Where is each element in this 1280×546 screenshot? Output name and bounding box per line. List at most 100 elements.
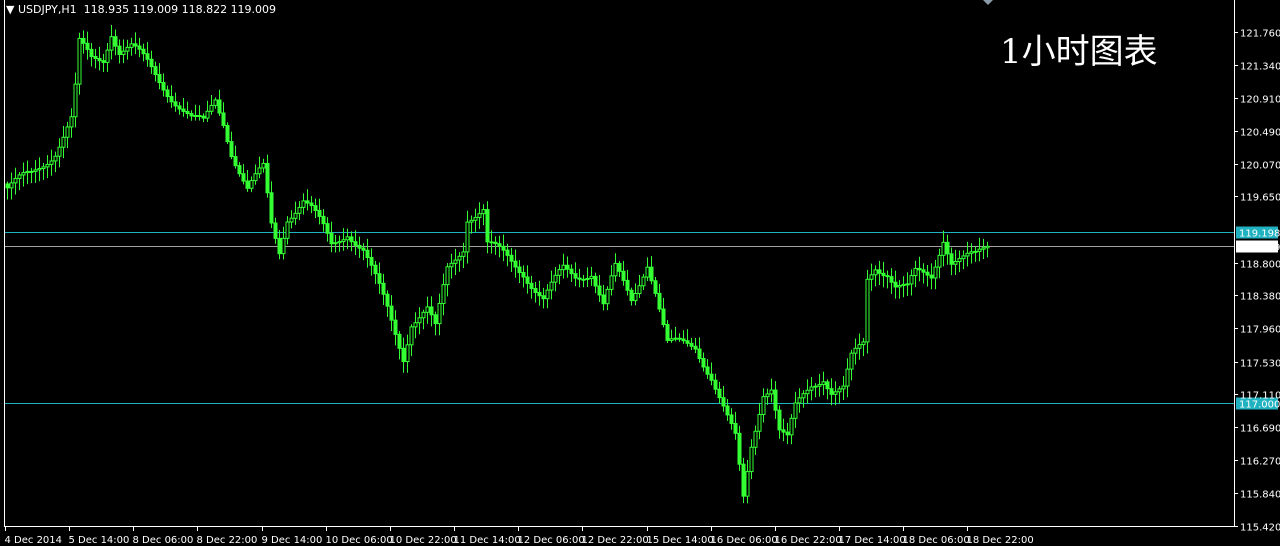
candle-body (181, 108, 186, 112)
level-label: 117.000 (1239, 400, 1280, 411)
candle-body (173, 101, 178, 107)
candle-body (801, 393, 806, 399)
candle-body (549, 281, 554, 291)
candle-body (205, 110, 210, 119)
candle-body (773, 389, 778, 411)
candle-body (497, 243, 502, 247)
candle-body (397, 333, 402, 349)
candle-body (309, 202, 314, 207)
candle-body (329, 232, 334, 245)
candle-body (305, 200, 310, 204)
candle-body (233, 156, 238, 167)
candle-body (753, 430, 758, 448)
candle-body (277, 237, 282, 255)
candle-body (97, 58, 102, 62)
candle-body (641, 276, 646, 287)
candle-body (41, 166, 46, 170)
time-tick-label: 18 Dec 22:00 (967, 535, 1034, 546)
candle-body (865, 278, 870, 343)
candle-body (57, 146, 62, 157)
candle-body (737, 432, 742, 465)
candle-body (569, 268, 574, 275)
candle-body (161, 82, 166, 91)
candle-body (649, 266, 654, 282)
candle-body (821, 381, 826, 386)
candle-body (877, 269, 882, 274)
candle-body (49, 160, 54, 165)
candle-body (809, 386, 814, 391)
last-price-label: 119.009 (1239, 243, 1280, 254)
time-tick-label: 15 Dec 14:00 (647, 535, 714, 546)
candle-body (933, 266, 938, 279)
candle-body (77, 37, 82, 85)
symbol-label: USDJPY,H1 (17, 3, 77, 16)
candle-body (501, 245, 506, 251)
candle-body (225, 124, 230, 143)
candle-body (133, 43, 138, 47)
candle-body (985, 245, 990, 249)
candle-body (413, 322, 418, 328)
candle-body (353, 241, 358, 246)
candle-body (357, 244, 362, 249)
candle-body (453, 259, 458, 264)
time-tick-label: 4 Dec 2014 (5, 535, 63, 546)
candle-body (705, 366, 710, 375)
time-tick-label: 12 Dec 06:00 (518, 535, 585, 546)
candle-body (293, 212, 298, 219)
chart-shift-marker-icon[interactable] (983, 0, 993, 5)
candle-body (189, 113, 194, 117)
time-tick-label: 10 Dec 06:00 (326, 535, 393, 546)
time-tick-label: 10 Dec 22:00 (390, 535, 457, 546)
price-tick-label: 117.530 (1240, 359, 1280, 370)
time-tick-label: 12 Dec 22:00 (582, 535, 649, 546)
candle-body (525, 276, 530, 284)
time-tick-label: 5 Dec 14:00 (69, 535, 130, 546)
candles (5, 24, 990, 504)
candle-body (349, 236, 354, 243)
candle-body (113, 36, 118, 47)
candle-body (9, 182, 14, 189)
candle-body (153, 66, 158, 76)
candle-body (197, 115, 202, 118)
candle-body (637, 285, 642, 294)
price-tick-label: 120.490 (1240, 128, 1280, 139)
candle-body (981, 247, 986, 250)
candle-body (905, 283, 910, 286)
candle-body (321, 215, 326, 225)
candle-body (69, 116, 74, 128)
price-tick-label: 118.800 (1240, 260, 1280, 271)
candle-body (117, 45, 122, 55)
candle-body (645, 266, 650, 278)
candle-body (281, 237, 286, 255)
candle-body (661, 308, 666, 326)
candle-body (381, 282, 386, 295)
candle-body (457, 255, 462, 261)
price-tick-label: 115.840 (1240, 490, 1280, 501)
candle-body (489, 241, 494, 244)
candle-body (73, 83, 78, 118)
candle-body (881, 272, 886, 277)
candle-body (145, 53, 150, 60)
price-tick-label: 120.910 (1240, 95, 1280, 106)
candle-body (101, 60, 106, 63)
level-label: 119.198 (1239, 229, 1280, 240)
candle-body (553, 274, 558, 283)
candle-body (333, 242, 338, 245)
candle-body (709, 373, 714, 381)
candle-body (209, 104, 214, 112)
candle-body (493, 241, 498, 245)
candle-body (925, 271, 930, 276)
time-tick-label: 8 Dec 22:00 (197, 535, 258, 546)
time-axis: 4 Dec 2014 5 Dec 14:00 8 Dec 06:00 8 Dec 22… (5, 526, 1034, 546)
candle-body (261, 162, 266, 169)
candle-body (777, 409, 782, 431)
candle-body (45, 163, 50, 168)
candle-body (857, 344, 862, 349)
candle-body (841, 385, 846, 390)
candle-body (297, 206, 302, 214)
candle-body (721, 397, 726, 407)
candle-body (29, 170, 34, 173)
candle-body (513, 260, 518, 268)
candle-body (245, 180, 250, 189)
candle-body (469, 219, 474, 223)
